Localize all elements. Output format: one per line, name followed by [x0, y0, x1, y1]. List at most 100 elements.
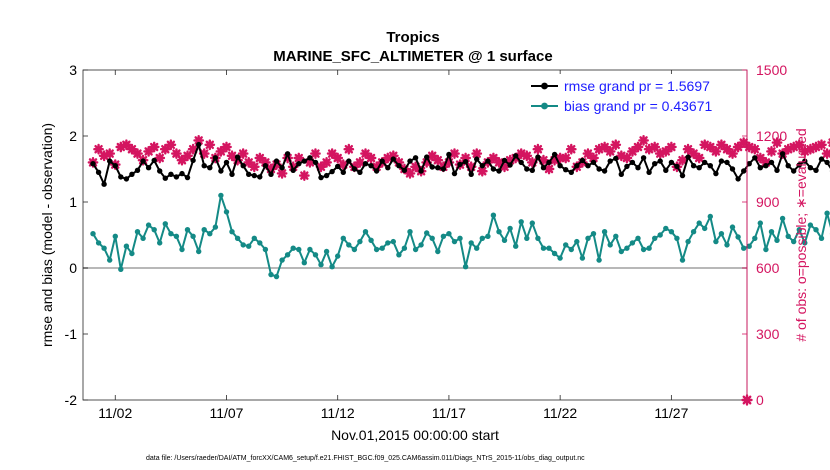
obs-evaluated-point: [159, 143, 171, 155]
bias-point: [518, 219, 524, 225]
bias-point: [101, 245, 107, 251]
rmse-point: [613, 155, 619, 162]
rmse-point: [668, 159, 675, 166]
bias-point: [540, 245, 547, 251]
bias-point: [207, 231, 213, 237]
rmse-point: [540, 165, 547, 171]
rmse-point: [385, 165, 391, 171]
rmse-point: [112, 163, 119, 169]
rmse-point: [296, 161, 302, 167]
obs-evaluated-point: [532, 143, 544, 155]
bias-point: [640, 246, 647, 253]
bias-point: [685, 238, 691, 245]
rmse-point: [429, 164, 435, 170]
rmse-point: [501, 157, 508, 164]
bias-point: [134, 229, 141, 235]
legend-rmse-marker: [541, 82, 548, 90]
rmse-point: [340, 169, 346, 175]
obs-evaluated-point: [665, 141, 677, 153]
rmse-point: [529, 167, 535, 173]
rmse-point: [807, 165, 814, 171]
bias-point: [757, 220, 763, 226]
rmse-point: [262, 163, 269, 169]
rmse-point: [724, 159, 730, 166]
series-rmse: [90, 141, 830, 187]
rmse-point: [496, 168, 502, 174]
rmse-point: [746, 161, 752, 167]
bias-point: [796, 227, 802, 233]
obs-evaluated-point: [154, 152, 166, 164]
bias-point: [507, 225, 513, 232]
rmse-point: [574, 163, 580, 169]
rmse-point: [407, 158, 413, 164]
bias-point: [318, 262, 324, 268]
bias-point: [173, 233, 180, 239]
obs-evaluated-point: [198, 148, 210, 159]
y-left-tick-label: -1: [65, 326, 78, 342]
bias-point: [741, 245, 747, 251]
obs-evaluated-point: [599, 141, 611, 153]
y-axis-right: 0 300 600 900 1200 1500: [741, 62, 787, 408]
obs-evaluated-point: [432, 154, 444, 166]
bias-point: [396, 252, 402, 258]
obs-evaluated-point: [298, 170, 310, 181]
rmse-point: [618, 171, 624, 177]
rmse-point: [635, 165, 641, 171]
rmse-point: [596, 166, 602, 172]
bias-point: [807, 222, 814, 228]
bias-point: [429, 235, 435, 241]
bias-point: [557, 255, 563, 261]
bias-point: [234, 235, 241, 241]
bias-point: [307, 246, 313, 253]
obs-evaluated-point: [816, 139, 827, 151]
series-layer: [87, 135, 830, 280]
obs-evaluated-point: [187, 143, 199, 155]
bias-point: [696, 220, 702, 226]
bias-point: [785, 233, 791, 239]
bias-point: [323, 248, 330, 255]
rmse-point: [129, 171, 135, 177]
obs-evaluated-point: [260, 157, 271, 168]
obs-evaluated-point: [315, 161, 327, 173]
bias-point: [440, 233, 447, 239]
bias-point: [451, 238, 458, 245]
rmse-point: [657, 158, 663, 164]
bias-point: [385, 240, 391, 246]
obs-evaluated-point: [282, 152, 294, 164]
obs-evaluated-point: [371, 161, 383, 173]
rmse-point: [468, 171, 474, 177]
obs-evaluated-point: [615, 150, 627, 162]
obs-evaluated-point: [732, 141, 744, 153]
obs-axis-marker: [741, 394, 753, 406]
obs-evaluated-point: [465, 161, 477, 173]
obs-evaluated-point: [98, 150, 110, 162]
rmse-point: [507, 162, 513, 168]
y-left-tick-label: -2: [65, 392, 78, 408]
bias-point: [496, 229, 502, 235]
rmse-point: [813, 167, 819, 173]
obs-evaluated-point: [638, 135, 649, 146]
bias-point: [735, 234, 741, 240]
obs-evaluated-point: [649, 141, 661, 153]
obs-evaluated-point: [354, 157, 366, 168]
data-file-footnote: data file: /Users/raeder/DAI/ATM_forcXX/…: [146, 455, 585, 462]
y-axis-left: -2 -1 0 1 2 3: [65, 62, 88, 408]
bias-point: [335, 253, 341, 259]
obs-evaluated-point: [204, 139, 216, 151]
bias-point: [290, 245, 296, 251]
rmse-point: [351, 166, 358, 172]
obs-evaluated-point: [643, 143, 655, 155]
bias-point: [257, 240, 263, 246]
rmse-point: [462, 159, 469, 165]
rmse-point: [774, 167, 780, 173]
bias-point: [690, 229, 697, 235]
rmse-point: [201, 163, 207, 169]
bias-point: [601, 229, 608, 235]
obs-evaluated-point: [804, 143, 816, 155]
bias-point: [107, 257, 113, 263]
bias-point: [663, 225, 669, 232]
obs-evaluated-point: [754, 152, 766, 164]
obs-evaluated-point: [248, 161, 260, 173]
bias-point: [657, 232, 663, 238]
obs-evaluated-point: [165, 139, 177, 151]
